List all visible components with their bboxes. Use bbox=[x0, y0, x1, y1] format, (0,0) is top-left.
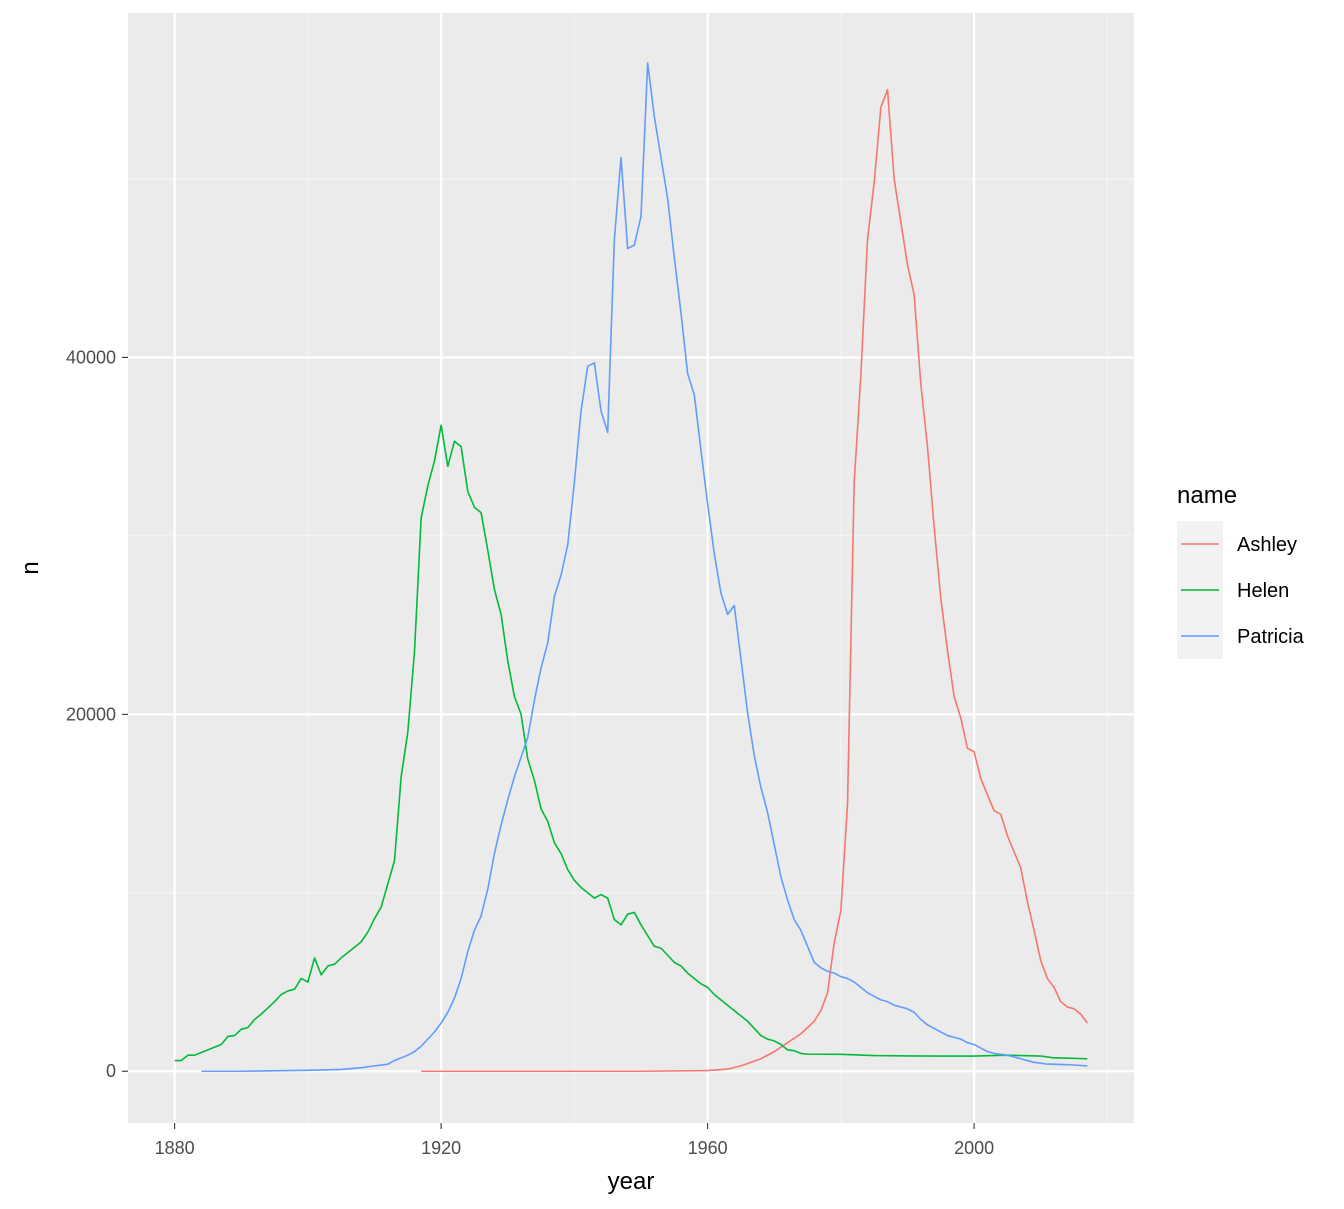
x-axis-ticks: 1880 1920 1960 2000 bbox=[155, 1123, 994, 1158]
legend-title: name bbox=[1177, 482, 1237, 509]
legend-label-ashley: Ashley bbox=[1237, 534, 1297, 556]
minor-gridlines bbox=[128, 13, 1134, 1123]
legend-label-patricia: Patricia bbox=[1237, 626, 1305, 648]
plot-panel bbox=[128, 13, 1134, 1123]
series-line-ashley bbox=[421, 88, 1089, 1073]
legend: name Ashley Helen Patricia bbox=[1177, 482, 1305, 659]
x-tick-label: 2000 bbox=[954, 1138, 994, 1158]
x-tick-label: 1960 bbox=[688, 1138, 728, 1158]
legend-label-helen: Helen bbox=[1237, 580, 1289, 602]
series-lines bbox=[174, 62, 1089, 1073]
y-axis-title: n bbox=[17, 561, 44, 574]
y-tick-label: 40000 bbox=[66, 347, 116, 367]
x-tick-label: 1880 bbox=[155, 1138, 195, 1158]
y-tick-label: 20000 bbox=[66, 704, 116, 724]
y-axis-ticks: 0 20000 40000 bbox=[66, 347, 128, 1081]
x-tick-label: 1920 bbox=[421, 1138, 461, 1158]
series-line-patricia bbox=[201, 62, 1088, 1073]
major-gridlines bbox=[128, 13, 1134, 1123]
y-tick-label: 0 bbox=[106, 1061, 116, 1081]
series-line-helen bbox=[174, 424, 1088, 1062]
legend-keys: Ashley Helen Patricia bbox=[1177, 521, 1305, 659]
x-axis-title: year bbox=[608, 1168, 655, 1195]
